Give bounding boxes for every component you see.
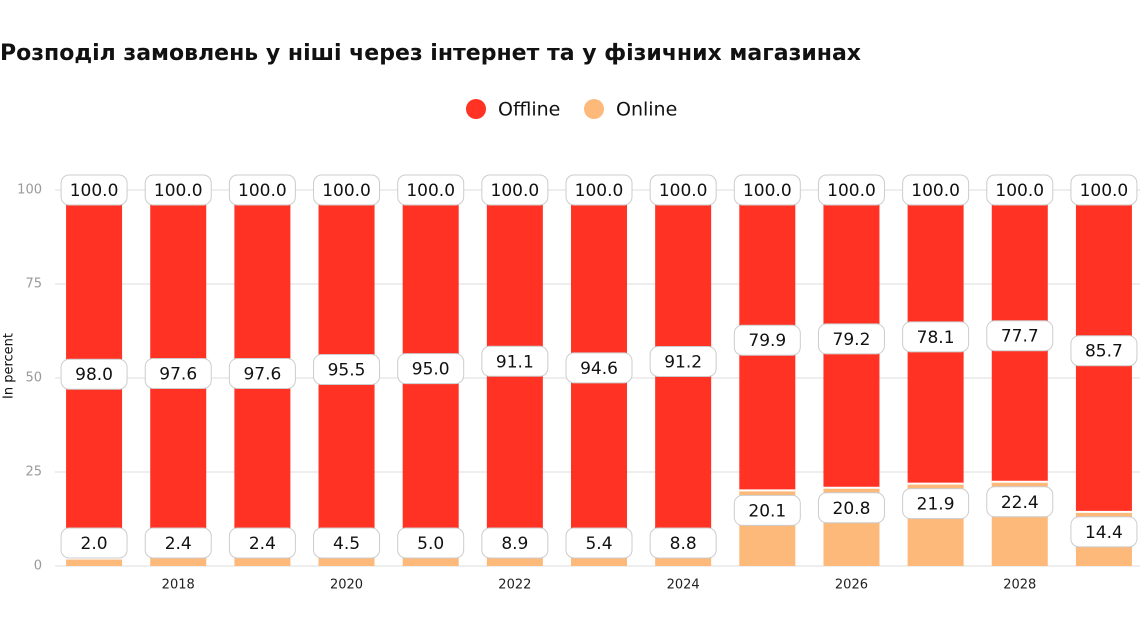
label-box: [902, 321, 970, 353]
data-label: 95.5: [328, 361, 366, 381]
label-box: [481, 345, 549, 377]
data-label: 100.0: [659, 181, 708, 201]
x-tick-label: 2020: [330, 578, 363, 593]
data-label: 2.4: [249, 534, 276, 554]
legend-marker: [466, 99, 486, 119]
data-label: 97.6: [159, 364, 197, 384]
label-box: [313, 354, 381, 386]
label-box: [144, 357, 212, 389]
data-label: 14.4: [1085, 523, 1123, 543]
x-tick-label: 2024: [667, 578, 700, 593]
label-box: [986, 320, 1054, 352]
label-box: [228, 527, 296, 559]
chart-title: Розподіл замовлень у ніші через інтернет…: [0, 41, 861, 66]
y-tick-label: 0: [34, 559, 42, 574]
data-label: 100.0: [911, 181, 960, 201]
data-label: 79.2: [833, 330, 871, 350]
label-box: [1070, 516, 1138, 548]
legend-label: Offline: [498, 99, 560, 121]
legend-marker: [584, 99, 604, 119]
label-box: [228, 357, 296, 389]
data-label: 100.0: [575, 181, 624, 201]
data-label: 2.4: [165, 534, 192, 554]
label-box: [817, 174, 885, 206]
bar-online: [150, 556, 207, 566]
label-box: [228, 174, 296, 206]
y-tick-label: 25: [25, 465, 42, 480]
y-tick-label: 50: [25, 371, 42, 386]
data-label: 100.0: [70, 181, 119, 201]
data-label: 100.0: [743, 181, 792, 201]
data-label: 100.0: [491, 181, 540, 201]
data-label: 100.0: [322, 181, 371, 201]
bar-online: [66, 558, 123, 566]
label-box: [733, 174, 801, 206]
label-box: [733, 494, 801, 526]
label-box: [144, 527, 212, 559]
data-label: 5.4: [585, 534, 612, 554]
x-tick-label: 2026: [835, 578, 868, 593]
data-label: 91.1: [496, 352, 534, 372]
label-box: [649, 345, 717, 377]
data-label: 91.2: [664, 352, 702, 372]
data-label: 2.0: [81, 534, 108, 554]
data-label: 100.0: [827, 181, 876, 201]
label-box: [60, 527, 128, 559]
label-box: [986, 174, 1054, 206]
label-box: [60, 358, 128, 390]
label-box: [649, 527, 717, 559]
y-axis-label: In percent: [2, 333, 17, 399]
x-tick-label: 2018: [162, 578, 195, 593]
data-label: 5.0: [417, 534, 444, 554]
data-label: 77.7: [1001, 327, 1039, 347]
label-box: [60, 174, 128, 206]
data-label: 85.7: [1085, 342, 1123, 362]
label-box: [481, 527, 549, 559]
data-label: 100.0: [406, 181, 455, 201]
data-label: 22.4: [1001, 493, 1039, 513]
x-tick-label: 2022: [498, 578, 531, 593]
data-label: 94.6: [580, 359, 618, 379]
legend-label: Online: [616, 99, 677, 121]
label-box: [565, 352, 633, 384]
x-tick-label: 2028: [1003, 578, 1036, 593]
data-label: 97.6: [243, 364, 281, 384]
label-box: [397, 353, 465, 385]
data-label: 95.0: [412, 360, 450, 380]
data-label: 20.8: [833, 499, 871, 519]
data-label: 100.0: [154, 181, 203, 201]
label-box: [733, 324, 801, 356]
label-box: [1070, 335, 1138, 367]
label-box: [1070, 174, 1138, 206]
data-label: 21.9: [917, 495, 955, 515]
label-box: [817, 323, 885, 355]
data-label: 78.1: [917, 328, 955, 348]
label-box: [397, 174, 465, 206]
data-label: 100.0: [238, 181, 287, 201]
y-tick-label: 75: [25, 277, 42, 292]
label-box: [144, 174, 212, 206]
label-box: [649, 174, 717, 206]
label-box: [313, 527, 381, 559]
data-label: 100.0: [995, 181, 1044, 201]
data-label: 4.5: [333, 534, 360, 554]
label-box: [817, 492, 885, 524]
label-box: [397, 527, 465, 559]
data-label: 79.9: [748, 331, 786, 351]
data-label: 8.8: [670, 534, 697, 554]
label-box: [986, 486, 1054, 518]
label-box: [313, 174, 381, 206]
bar-online: [234, 556, 291, 566]
data-label: 8.9: [501, 534, 528, 554]
y-tick-label: 100: [17, 183, 42, 198]
label-box: [565, 527, 633, 559]
data-label: 20.1: [748, 501, 786, 521]
data-label: 100.0: [1080, 181, 1129, 201]
label-box: [902, 174, 970, 206]
label-box: [481, 174, 549, 206]
label-box: [565, 174, 633, 206]
label-box: [902, 488, 970, 520]
data-label: 98.0: [75, 365, 113, 385]
